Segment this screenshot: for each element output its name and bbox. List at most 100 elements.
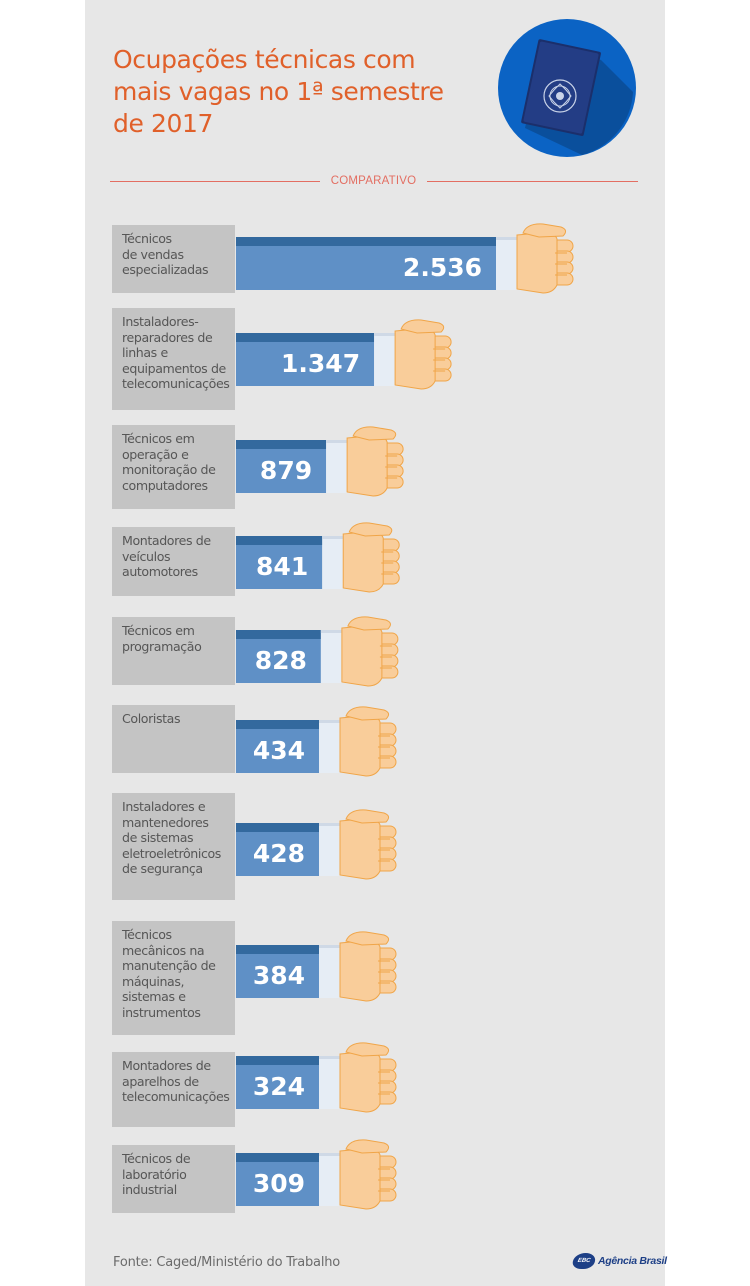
fist-hand-icon [339, 1042, 397, 1113]
cuff [319, 1056, 340, 1109]
value-label: 428 [253, 839, 305, 868]
category-label: Técnicos de laboratório industrial [112, 1145, 235, 1213]
agencia-brasil-logo: EBC Agência Brasil [571, 1251, 667, 1271]
palm [339, 818, 381, 880]
category-label: Técnicos mecânicos na manutenção de máqu… [112, 921, 235, 1035]
category-label: Montadores de veículos automotores [112, 527, 235, 596]
fist-hand-icon [339, 809, 397, 880]
bar-top-stripe [236, 1056, 319, 1065]
cuff-edge [319, 720, 340, 723]
bar-group: 2.536 [236, 223, 574, 294]
page-title: Ocupações técnicas com mais vagas no 1ª … [113, 45, 444, 138]
category-label: Técnicos de vendas especializadas [112, 225, 235, 293]
fist-hand-icon [394, 319, 452, 390]
cuff [319, 1153, 340, 1206]
palm [339, 1148, 381, 1210]
category-label: Instaladores e mantenedores de sistemas … [112, 793, 235, 900]
cuff-edge [319, 945, 340, 948]
bar-group: 841 [236, 522, 400, 593]
fist-hand-icon [342, 522, 400, 593]
bar-group: 828 [236, 616, 399, 687]
cuff [496, 237, 517, 290]
cuff [374, 333, 396, 386]
cuff-edge [322, 536, 344, 539]
bar-top-stripe [236, 720, 319, 729]
cuff-edge [374, 333, 396, 336]
bar-group: 879 [236, 426, 404, 497]
value-label: 309 [253, 1169, 305, 1198]
value-label: 2.536 [403, 253, 482, 282]
palm [339, 1051, 381, 1113]
work-card-book-icon [498, 19, 636, 157]
thumb [522, 223, 567, 238]
divider-left [110, 181, 320, 182]
cuff-edge [319, 823, 340, 826]
palm [346, 435, 388, 497]
thumb [345, 809, 390, 824]
cuff-edge [319, 1056, 340, 1059]
value-label: 324 [253, 1072, 305, 1101]
value-label: 828 [255, 646, 307, 675]
bar-top-stripe [236, 440, 327, 449]
bar-group: 309 [236, 1139, 397, 1210]
fist-hand-icon [339, 1139, 397, 1210]
bar-top-stripe [236, 1153, 319, 1162]
cuff-edge [320, 630, 342, 633]
cuff-edge [319, 1153, 340, 1156]
source-note: Fonte: Caged/Ministério do Trabalho [113, 1255, 341, 1270]
palm [341, 625, 383, 687]
value-label: 384 [253, 961, 305, 990]
logo-text: Agência Brasil [598, 1255, 667, 1267]
fist-hand-icon [346, 426, 404, 497]
palm [516, 232, 558, 294]
bar-group: 384 [236, 931, 397, 1002]
thumb [345, 931, 390, 946]
bar-group: 434 [236, 706, 397, 777]
category-label: Técnicos em programação [112, 617, 235, 685]
bar-group: 428 [236, 809, 397, 880]
cuff [319, 720, 340, 773]
palm [339, 715, 381, 777]
category-label: Instaladores- reparadores de linhas e eq… [112, 308, 235, 410]
bar-top-stripe [236, 237, 496, 246]
cuff [320, 630, 342, 683]
value-label: 879 [260, 456, 312, 485]
category-label: Técnicos em operação e monitoração de co… [112, 425, 235, 509]
category-label: Montadores de aparelhos de telecomunicaç… [112, 1052, 235, 1127]
category-label: Coloristas [112, 705, 235, 773]
bar-group: 324 [236, 1042, 397, 1113]
palm [394, 328, 436, 390]
value-label: 841 [256, 552, 308, 581]
fist-hand-icon [339, 931, 397, 1002]
thumb [352, 426, 397, 441]
value-label: 434 [253, 736, 305, 765]
palm [342, 531, 384, 593]
cuff [319, 945, 340, 998]
thumb [347, 616, 391, 631]
cuff [326, 440, 348, 493]
bar-top-stripe [236, 333, 375, 342]
thumb [345, 1139, 390, 1154]
section-label: COMPARATIVO [330, 175, 417, 187]
cuff-edge [326, 440, 348, 443]
thumb [400, 319, 445, 334]
fist-hand-icon [339, 706, 397, 777]
thumb [348, 522, 393, 537]
fist-hand-icon [516, 223, 574, 294]
bar-group: 1.347 [236, 319, 452, 390]
palm [339, 940, 381, 1002]
thumb [345, 706, 390, 721]
cuff-edge [496, 237, 517, 240]
bar-top-stripe [236, 945, 319, 954]
bar-top-stripe [236, 536, 323, 545]
divider-right [427, 181, 638, 182]
thumb [345, 1042, 390, 1057]
ebc-logo-mark: EBC [571, 1253, 597, 1269]
bar-top-stripe [236, 823, 319, 832]
cuff [319, 823, 340, 876]
fist-hand-icon [341, 616, 399, 687]
value-label: 1.347 [281, 349, 360, 378]
bar-top-stripe [236, 630, 321, 639]
cuff [322, 536, 344, 589]
